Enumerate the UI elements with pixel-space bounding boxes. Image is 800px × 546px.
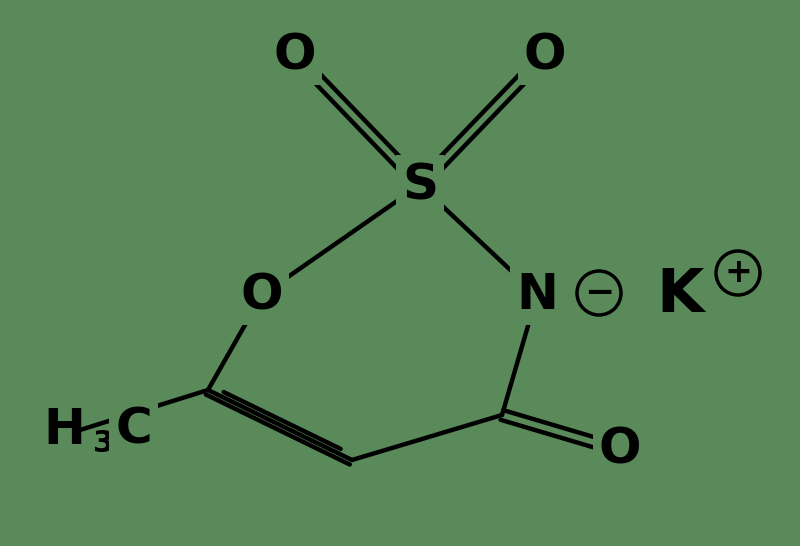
Text: C: C bbox=[115, 406, 152, 454]
Text: K: K bbox=[656, 265, 704, 324]
Text: S: S bbox=[402, 161, 438, 209]
Text: H: H bbox=[43, 406, 85, 454]
Text: −: − bbox=[584, 276, 614, 310]
Text: O: O bbox=[241, 271, 283, 319]
Text: O: O bbox=[598, 426, 642, 474]
Text: 3: 3 bbox=[93, 430, 114, 459]
Text: O: O bbox=[524, 31, 566, 79]
Text: +: + bbox=[724, 257, 752, 289]
Text: N: N bbox=[516, 271, 558, 319]
Text: O: O bbox=[274, 31, 316, 79]
